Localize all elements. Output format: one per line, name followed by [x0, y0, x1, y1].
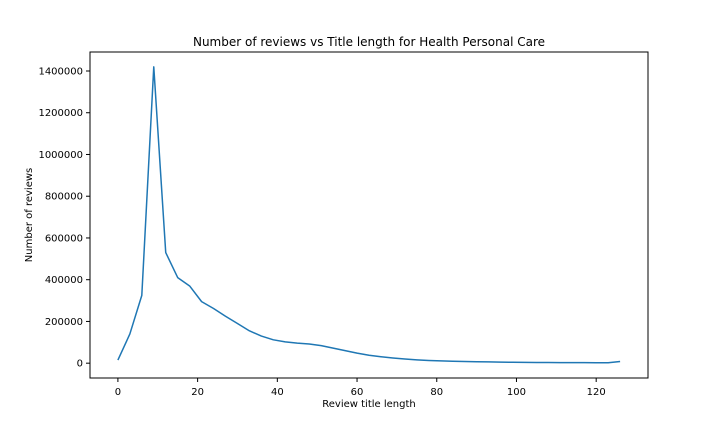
x-tick-label: 20 [191, 387, 204, 398]
y-tick-label: 0 [77, 359, 83, 370]
x-axis-label: Review title length [322, 399, 415, 410]
x-tick-label: 80 [430, 387, 443, 398]
y-axis-label: Number of reviews [24, 168, 35, 262]
x-tick-label: 40 [271, 387, 284, 398]
y-tick-label: 600000 [45, 233, 83, 244]
series-line [117, 66, 621, 364]
y-tick-label: 400000 [45, 275, 83, 286]
x-axis: 0 20 40 60 80 100 120 [115, 378, 606, 398]
chart-title: Number of reviews vs Title length for He… [193, 35, 545, 49]
y-tick-label: 1200000 [38, 108, 83, 119]
plot-frame [89, 51, 649, 379]
x-tick-label: 0 [115, 387, 121, 398]
y-tick-label: 1000000 [38, 150, 83, 161]
y-tick-label: 800000 [45, 192, 83, 203]
y-tick-label: 200000 [45, 317, 83, 328]
y-tick-label: 1400000 [38, 66, 83, 77]
x-tick-label: 120 [587, 387, 606, 398]
x-tick-label: 100 [507, 387, 526, 398]
y-axis: 0 200000 400000 600000 800000 1000000 1200000 1… [38, 66, 90, 370]
plot-area [117, 66, 621, 364]
x-tick-label: 60 [351, 387, 364, 398]
